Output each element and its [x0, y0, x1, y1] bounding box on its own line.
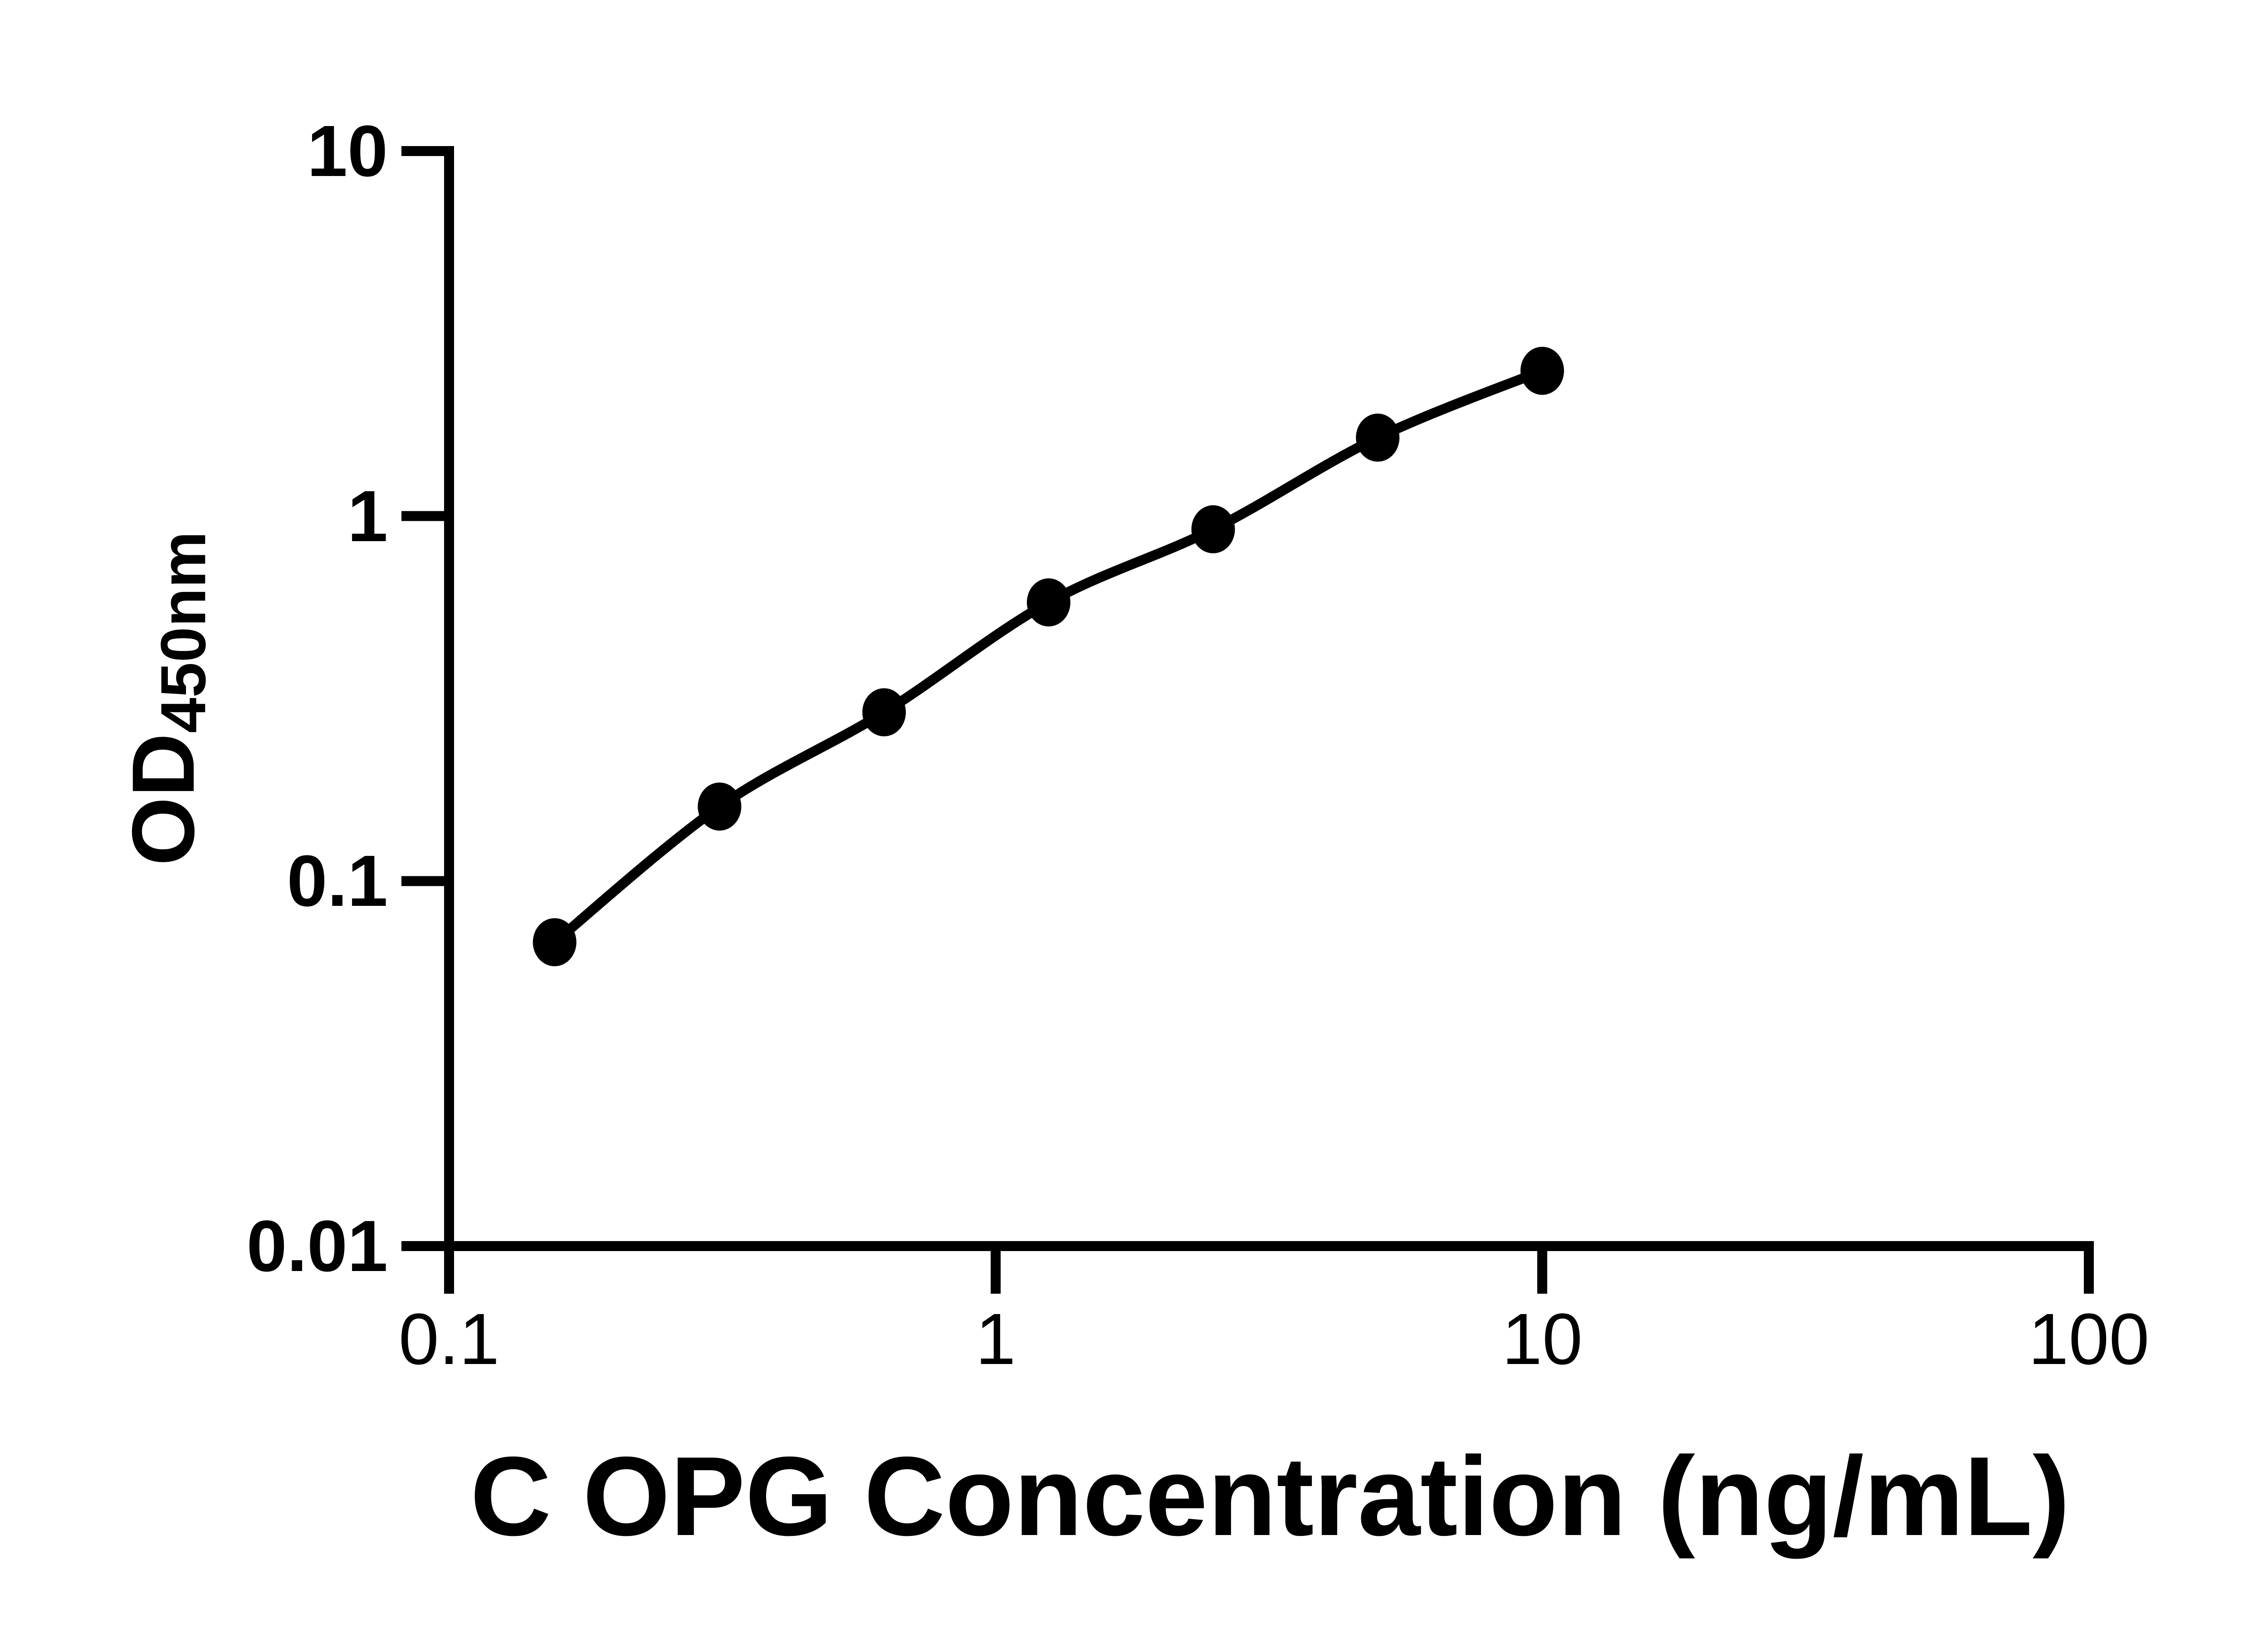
- standard-curve-line: [549, 366, 1547, 948]
- data-point-marker: [862, 688, 906, 737]
- y-tick-label-10: 10: [307, 110, 388, 191]
- data-point-marker: [1356, 413, 1400, 462]
- y-tick-label-0.01: 0.01: [246, 1205, 388, 1286]
- x-tick-label-0.1: 0.1: [398, 1298, 500, 1379]
- data-point-marker: [1026, 578, 1070, 627]
- data-point-marker: [533, 918, 577, 967]
- y-axis-title: OD450nm: [104, 426, 222, 971]
- data-point-marker: [698, 782, 742, 831]
- data-point-marker: [1520, 347, 1564, 395]
- x-axis-title: C OPG Concentration (ng/mL): [470, 1433, 2070, 1559]
- x-tick-label-1: 1: [975, 1298, 1016, 1379]
- y-axis-title-main: OD: [114, 733, 213, 866]
- y-tick-label-0.1: 0.1: [287, 840, 388, 922]
- data-point-marker: [1191, 505, 1235, 553]
- y-axis-title-subscript: 450nm: [147, 531, 219, 733]
- x-tick-label-10: 10: [1502, 1298, 1583, 1379]
- y-tick-label-1: 1: [347, 475, 388, 557]
- x-tick-label-100: 100: [2028, 1298, 2150, 1379]
